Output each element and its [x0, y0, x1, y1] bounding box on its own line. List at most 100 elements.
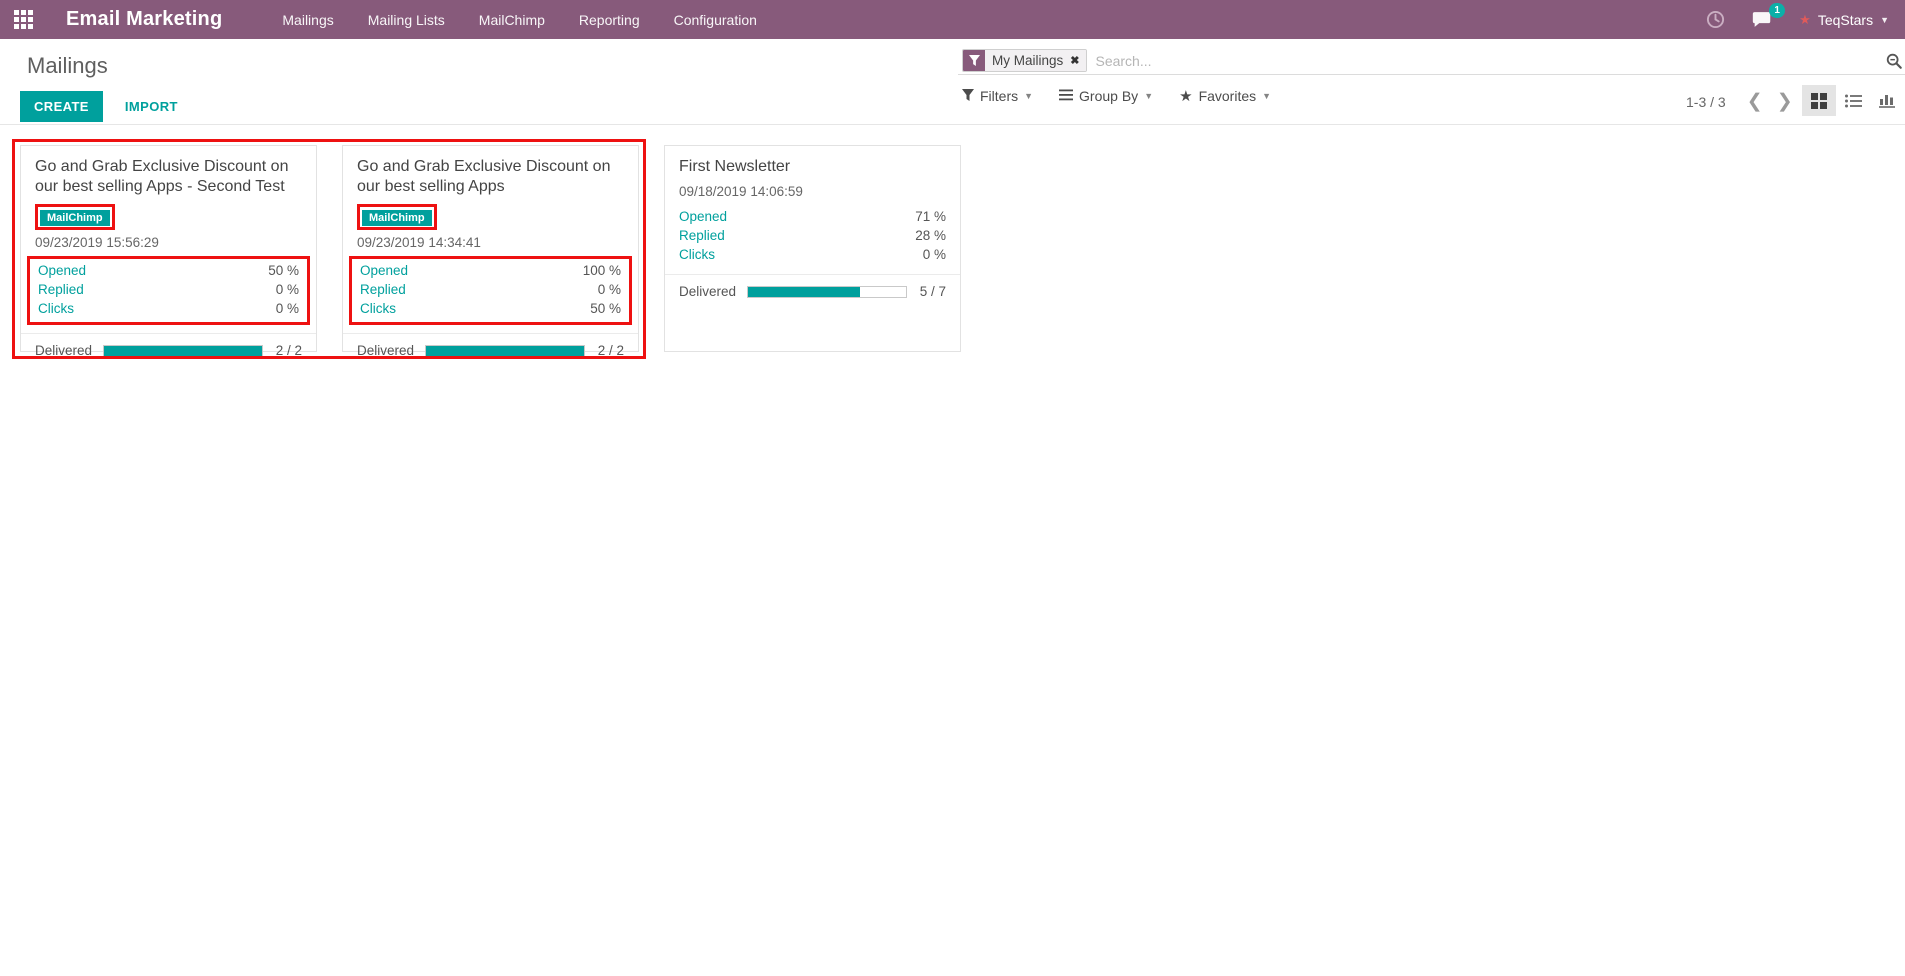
stat-row: Opened 71 %	[679, 207, 946, 226]
view-switcher	[1802, 85, 1904, 116]
stat-value: 0 %	[275, 301, 299, 316]
chevron-down-icon: ▼	[1880, 14, 1889, 25]
apps-grid-icon[interactable]	[14, 9, 34, 30]
stat-value: 0 %	[922, 247, 946, 262]
facet-label: My Mailings	[992, 53, 1064, 68]
filters-dropdown[interactable]: Filters ▼	[962, 88, 1033, 104]
stat-link-clicks[interactable]: Clicks	[360, 301, 396, 316]
stat-link-clicks[interactable]: Clicks	[38, 301, 74, 316]
stat-link-opened[interactable]: Opened	[360, 263, 409, 278]
top-navbar: Email Marketing Mailings Mailing Lists Mai…	[0, 0, 1905, 39]
favorites-star-icon: ★	[1179, 88, 1193, 105]
chevron-down-icon: ▼	[1262, 91, 1272, 101]
delivered-label: Delivered	[357, 343, 415, 358]
badge-annotation-box: MailChimp	[357, 204, 437, 230]
stat-link-opened[interactable]: Opened	[679, 209, 728, 224]
delivered-row: Delivered 2 / 2	[357, 343, 624, 358]
stat-row: Opened 50 %	[38, 261, 299, 280]
card-title: Go and Grab Exclusive Discount on our be…	[357, 158, 611, 195]
stat-link-clicks[interactable]: Clicks	[679, 247, 715, 262]
mailchimp-badge: MailChimp	[362, 210, 432, 226]
delivered-progress-fill	[426, 345, 584, 356]
user-name: TeqStars	[1817, 11, 1874, 28]
badge-annotation-box: MailChimp	[35, 204, 115, 230]
favorites-dropdown[interactable]: ★ Favorites ▼	[1179, 87, 1271, 105]
messages-bubble-icon[interactable]: 1	[1751, 3, 1786, 29]
card-date: 09/23/2019 15:56:29	[35, 235, 159, 250]
delivered-progress-bar	[103, 344, 263, 357]
stat-value: 0 %	[275, 282, 299, 297]
delivered-progress-fill	[748, 286, 861, 297]
delivered-progress-bar	[425, 344, 585, 357]
stat-link-opened[interactable]: Opened	[38, 263, 87, 278]
stat-value: 50 %	[590, 301, 621, 316]
top-menu-item-reporting[interactable]: Reporting	[578, 11, 640, 28]
stat-row: Clicks 50 %	[360, 299, 621, 318]
card-stats: Opened 100 % Replied 0 % Clicks 50 %	[349, 256, 632, 325]
stat-value: 0 %	[597, 282, 621, 297]
stat-row: Replied 0 %	[360, 280, 621, 299]
mailing-card[interactable]: Go and Grab Exclusive Discount on our be…	[20, 145, 317, 358]
chevron-down-icon: ▼	[1144, 91, 1154, 101]
control-panel: Mailings CREATE IMPORT My Mailings ✖	[0, 39, 1905, 125]
stat-value: 71 %	[915, 209, 946, 224]
group-by-label: Group By	[1079, 88, 1139, 104]
message-count-badge: 1	[1769, 3, 1786, 18]
create-button[interactable]: CREATE	[20, 91, 103, 122]
stat-row: Opened 100 %	[360, 261, 621, 280]
group-by-bars-icon	[1059, 88, 1074, 104]
filter-funnel-icon	[962, 88, 974, 104]
facet-funnel-icon	[963, 50, 985, 71]
delivered-value: 5 / 7	[919, 284, 946, 299]
page-title: Mailings	[27, 53, 108, 78]
top-menu-item-mailing-lists[interactable]: Mailing Lists	[367, 11, 445, 28]
pager-prev-icon[interactable]: ❮	[1742, 89, 1768, 115]
view-graph-button[interactable]	[1870, 85, 1904, 116]
view-kanban-button[interactable]	[1802, 85, 1836, 116]
navbar-right: 1 ★ TeqStars ▼	[1706, 3, 1889, 29]
pager-range: 1-3 / 3	[1686, 94, 1726, 110]
search-facet: My Mailings ✖	[962, 49, 1088, 72]
mailing-card[interactable]: First Newsletter 09/18/2019 14:06:59 Ope…	[664, 145, 961, 352]
search-magnifier-icon[interactable]	[1885, 52, 1903, 70]
delivered-progress-bar	[747, 285, 907, 298]
stat-value: 28 %	[915, 228, 946, 243]
delivered-row: Delivered 5 / 7	[679, 284, 946, 299]
facet-remove-icon[interactable]: ✖	[1070, 55, 1080, 67]
delivered-value: 2 / 2	[597, 343, 624, 358]
activity-clock-icon[interactable]	[1706, 10, 1725, 29]
card-date: 09/23/2019 14:34:41	[357, 235, 481, 250]
stat-row: Replied 0 %	[38, 280, 299, 299]
pager: 1-3 / 3 ❮ ❯	[1686, 89, 1798, 115]
delivered-progress-fill	[104, 345, 262, 356]
stat-value: 100 %	[582, 263, 621, 278]
stat-link-replied[interactable]: Replied	[679, 228, 725, 243]
kanban-row: Go and Grab Exclusive Discount on our be…	[0, 126, 1905, 371]
mailing-card[interactable]: Go and Grab Exclusive Discount on our be…	[342, 145, 639, 358]
badge-row: MailChimp	[357, 204, 624, 230]
search-bar: My Mailings ✖	[958, 47, 1905, 75]
badge-row: MailChimp	[35, 204, 302, 230]
import-button[interactable]: IMPORT	[124, 99, 178, 114]
card-title: First Newsletter	[679, 158, 791, 175]
filter-bar: Filters ▼ Group By ▼ ★ Favorites ▼	[962, 87, 1271, 105]
top-menu-item-mailchimp[interactable]: MailChimp	[478, 11, 545, 28]
card-date: 09/18/2019 14:06:59	[679, 184, 803, 199]
delivered-label: Delivered	[35, 343, 93, 358]
chevron-down-icon: ▼	[1024, 91, 1034, 101]
delivered-label: Delivered	[679, 284, 737, 299]
top-menu-item-mailings[interactable]: Mailings	[282, 11, 334, 28]
card-stats: Opened 71 % Replied 28 % Clicks 0 %	[679, 205, 946, 266]
stat-row: Clicks 0 %	[38, 299, 299, 318]
user-menu[interactable]: ★ TeqStars ▼	[1799, 12, 1889, 28]
group-by-dropdown[interactable]: Group By ▼	[1059, 88, 1153, 104]
delivered-value: 2 / 2	[275, 343, 302, 358]
card-divider	[343, 333, 638, 334]
view-list-button[interactable]	[1836, 85, 1870, 116]
stat-link-replied[interactable]: Replied	[360, 282, 406, 297]
top-menu-item-configuration[interactable]: Configuration	[673, 11, 757, 28]
stat-link-replied[interactable]: Replied	[38, 282, 84, 297]
search-input[interactable]	[1095, 52, 1885, 69]
pager-next-icon[interactable]: ❯	[1772, 89, 1798, 115]
favorites-label: Favorites	[1198, 88, 1257, 104]
